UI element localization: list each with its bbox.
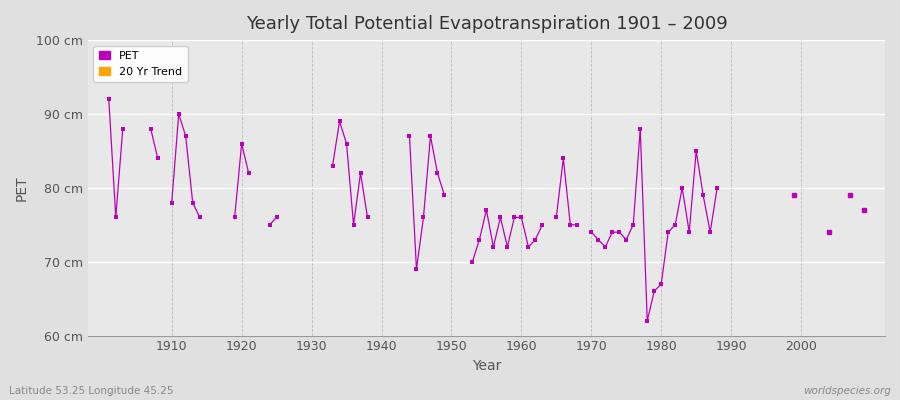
Text: worldspecies.org: worldspecies.org (803, 386, 891, 396)
Title: Yearly Total Potential Evapotranspiration 1901 – 2009: Yearly Total Potential Evapotranspiratio… (246, 15, 727, 33)
Y-axis label: PET: PET (15, 175, 29, 201)
X-axis label: Year: Year (472, 359, 501, 373)
Text: Latitude 53.25 Longitude 45.25: Latitude 53.25 Longitude 45.25 (9, 386, 174, 396)
Legend: PET, 20 Yr Trend: PET, 20 Yr Trend (94, 46, 187, 82)
